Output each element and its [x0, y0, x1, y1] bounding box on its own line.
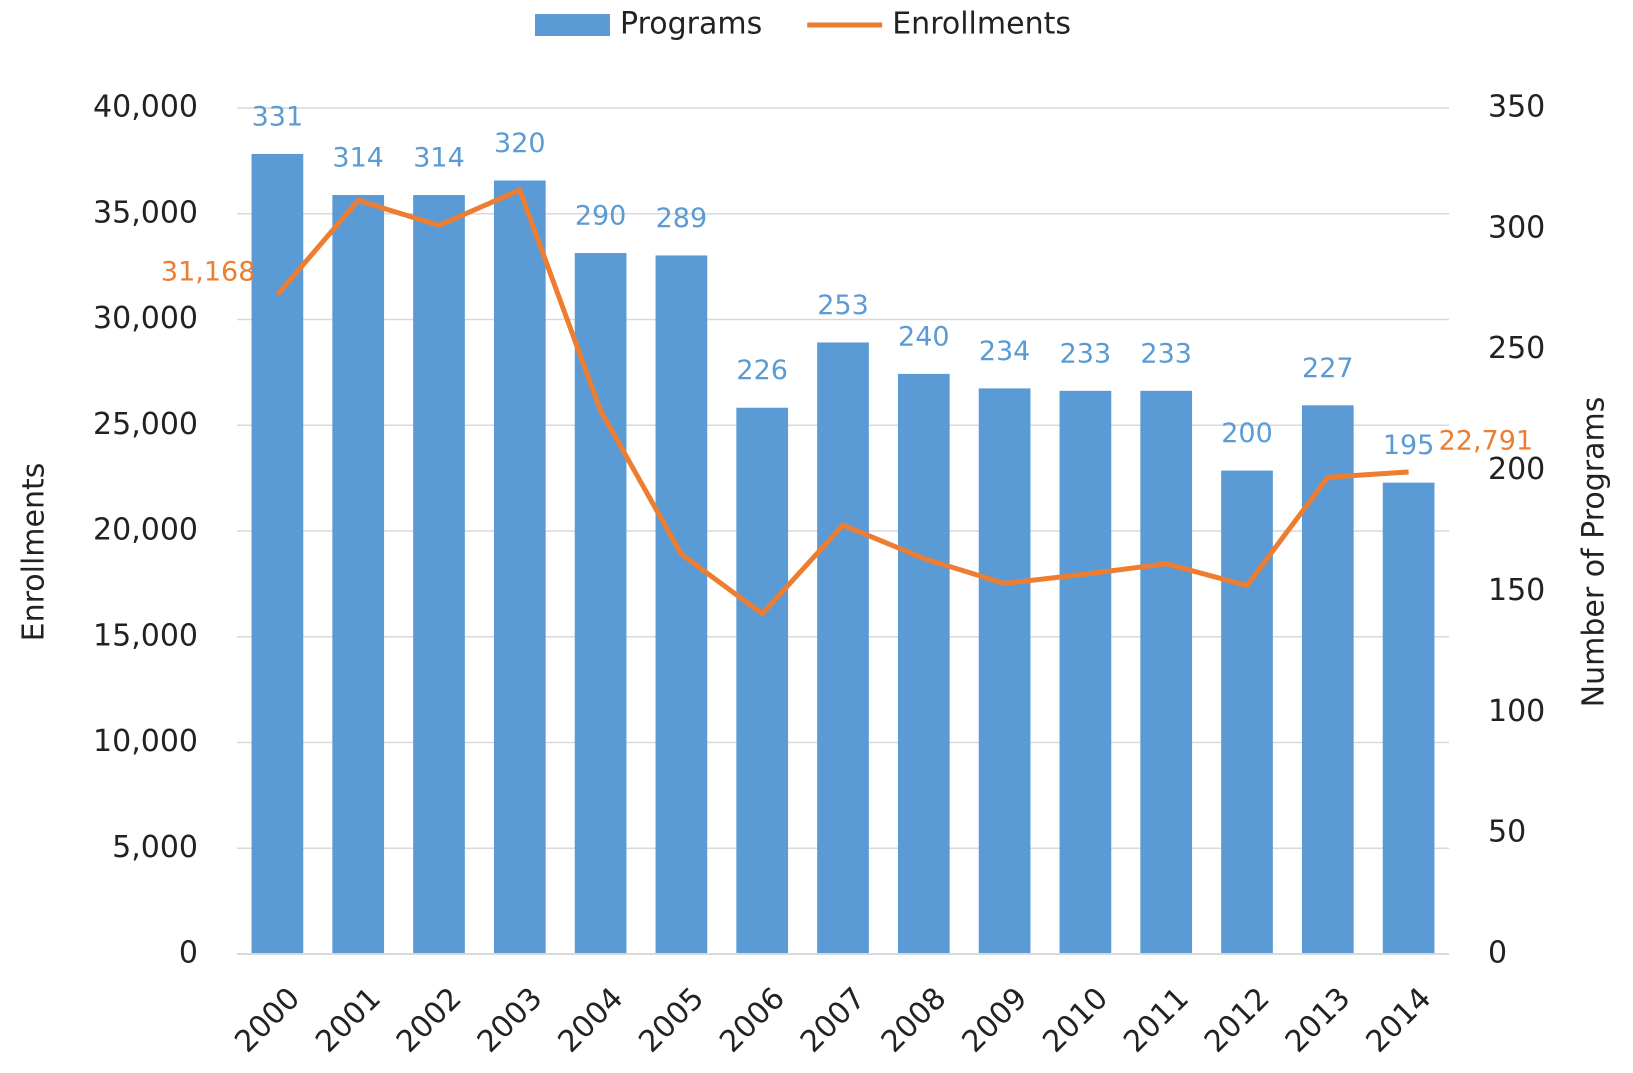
x-tick-label: 2013: [1279, 981, 1358, 1060]
y2-tick-label: 150: [1488, 573, 1545, 608]
bar: [655, 255, 708, 955]
y-tick-label: 15,000: [93, 618, 198, 653]
bar: [1140, 390, 1193, 954]
data-label: 253: [817, 290, 869, 321]
data-label: 289: [656, 203, 708, 234]
y-tick-label: 35,000: [93, 195, 198, 230]
y-tick-label: 20,000: [93, 513, 198, 548]
data-label: 290: [575, 201, 627, 232]
x-tick-label: 2005: [632, 981, 711, 1060]
data-label: 314: [413, 143, 465, 174]
data-label: 22,791: [1439, 425, 1533, 456]
x-tick-label: 2000: [228, 981, 307, 1060]
bar: [1059, 390, 1112, 954]
legend-label: Programs: [620, 7, 762, 42]
x-tick-label: 2002: [390, 981, 469, 1060]
x-tick-label: 2003: [471, 981, 550, 1060]
x-tick-label: 2006: [713, 981, 792, 1060]
bar: [332, 195, 385, 954]
bar: [413, 195, 465, 954]
bar: [897, 373, 950, 954]
y-tick-label: 30,000: [93, 301, 198, 336]
x-tick-label: 2004: [552, 981, 631, 1060]
y2-tick-label: 50: [1488, 815, 1526, 850]
data-label: 226: [736, 355, 788, 386]
x-tick-label: 2009: [956, 981, 1035, 1060]
bar: [978, 388, 1031, 955]
data-label: 195: [1383, 430, 1435, 461]
y-tick-label: 10,000: [93, 724, 198, 759]
y2-tick-label: 350: [1488, 90, 1545, 125]
data-label: 314: [332, 143, 384, 174]
bar: [736, 407, 789, 954]
bar: [251, 153, 304, 954]
y-tick-label: 25,000: [93, 407, 198, 442]
y2-tick-label: 250: [1488, 331, 1545, 366]
line: [275, 187, 1409, 617]
x-tick-label: 2012: [1198, 981, 1277, 1060]
data-label: 233: [1060, 338, 1112, 369]
y-tick-label: 40,000: [93, 90, 198, 125]
bar: [1301, 405, 1354, 954]
x-tick-label: 2014: [1360, 981, 1439, 1060]
data-label: 227: [1302, 353, 1354, 384]
bar: [1382, 482, 1435, 954]
bar: [493, 180, 546, 954]
y-tick-label: 0: [179, 936, 198, 971]
y-axis-title: Enrollments: [17, 463, 52, 642]
x-tick-label: 2010: [1036, 981, 1115, 1060]
y2-axis-title: Number of Programs: [1577, 397, 1612, 708]
data-label: 240: [898, 321, 950, 352]
data-label: 233: [1140, 338, 1192, 369]
data-label: 331: [252, 101, 304, 132]
x-tick-label: 2008: [875, 981, 954, 1060]
x-tick-label: 2001: [309, 981, 388, 1060]
y2-tick-label: 0: [1488, 936, 1507, 971]
x-tick-label: 2011: [1117, 981, 1196, 1060]
bar: [1221, 470, 1273, 954]
x-tick-label: 2007: [794, 981, 873, 1060]
y2-tick-label: 100: [1488, 694, 1545, 729]
data-label: 31,168: [161, 256, 255, 287]
data-label: 234: [979, 336, 1031, 367]
y-tick-label: 5,000: [112, 830, 198, 865]
bar: [817, 342, 869, 954]
y2-tick-label: 200: [1488, 452, 1545, 487]
data-label: 320: [494, 128, 546, 159]
y2-tick-label: 300: [1488, 210, 1545, 245]
legend-label: Enrollments: [892, 7, 1071, 42]
legend-swatch: [535, 14, 610, 36]
data-label: 200: [1221, 418, 1273, 449]
